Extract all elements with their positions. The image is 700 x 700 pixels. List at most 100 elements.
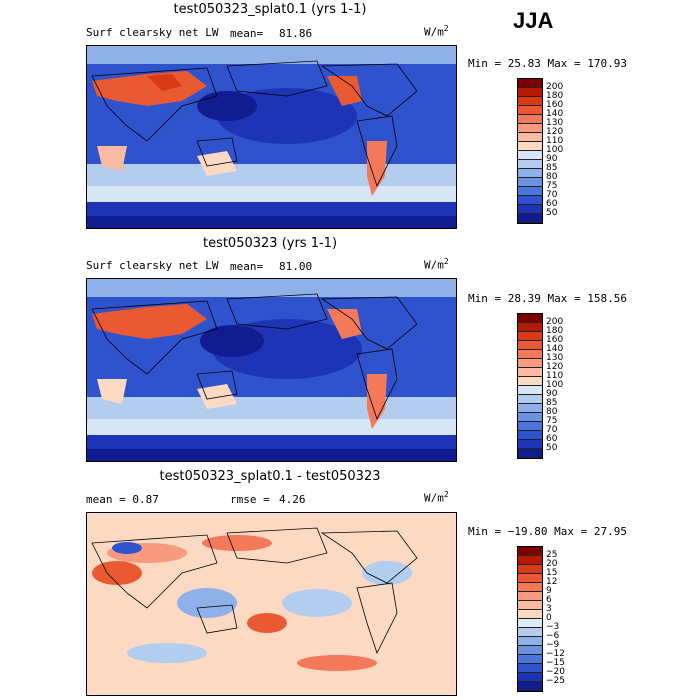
colorbar-tick-label: 20 [546,559,558,569]
antarctic-deep [87,449,456,461]
colorbar-swatch [518,151,542,160]
panel-3-mean-label: mean = 0.87 [86,493,159,506]
colorbar-tick-label: 110 [546,371,564,381]
colorbar-tick-label: 6 [546,595,552,605]
diff-warm-4 [247,613,287,633]
aus-pale [197,151,237,176]
panel-2-variable-label: Surf clearsky net LW [86,259,219,272]
nam-southwest-hot [327,309,362,339]
panel-2-minmax: Min = 28.39 Max = 158.56 [468,292,627,305]
colorbar-tick-label: 85 [546,398,558,408]
colorbar-tick-label: 180 [546,91,564,101]
diff-warm-5 [297,655,377,671]
colorbar-swatch [518,440,542,449]
coastlines [91,527,418,655]
panel-2-map-svg [87,279,456,461]
diff-warm-2 [202,535,272,551]
colorbar-tick-label: 90 [546,154,558,164]
sahara-core [147,74,182,91]
colorbar-tick-label: 3 [546,604,552,614]
colorbar-swatch [518,214,542,223]
panel-1-variable-label: Surf clearsky net LW [86,26,219,39]
panel-2-mean-value: 81.00 [279,260,313,273]
panel-2-map [86,278,457,462]
colorbar-tick-label: 50 [546,443,558,453]
colorbar-swatch [518,637,542,646]
andes-hot [367,374,387,429]
colorbar-tick-label: 120 [546,362,564,372]
panel-3-minmax: Min = −19.80 Max = 27.95 [468,525,627,538]
arctic-band [87,279,456,297]
colorbar-swatch [518,359,542,368]
colorbar-swatch [518,655,542,664]
panel-1-map-svg [87,46,456,228]
colorbar-swatch [518,323,542,332]
panel-2-mean-label: mean= [230,260,264,273]
diff-cool-3 [177,588,237,618]
colorbar-tick-label: 140 [546,109,564,119]
southern-pale-band [87,186,456,202]
colorbar-tick-label: −6 [546,631,560,641]
colorbar-swatch [518,377,542,386]
colorbar-swatch [518,601,542,610]
panel-2-title: test050323 (yrs 1-1) [202,236,338,251]
colorbar-swatch [518,106,542,115]
panel-3-rmse-value: 4.26 [279,493,306,506]
south-atlantic-pale [97,146,127,171]
sahara-hot [92,304,207,339]
nam-southwest-hot [327,76,362,106]
diff-cool-5 [127,643,207,663]
colorbar-swatch [518,115,542,124]
colorbar-tick-label: 180 [546,326,564,336]
colorbar-swatch [518,124,542,133]
colorbar-tick-label: 200 [546,317,564,327]
colorbar-tick-label: 120 [546,127,564,137]
indian-deep [197,91,257,121]
antarctic-deep [87,216,456,228]
season-label: JJA [513,8,554,33]
colorbar-tick-label: 15 [546,568,558,578]
indian-deep [200,325,264,357]
colorbar-tick-label: 9 [546,586,552,596]
panel-1-units: W/m2 [424,24,449,39]
colorbar-tick-label: 80 [546,407,558,417]
colorbar-tick-label: −25 [546,676,565,686]
colorbar-swatch [518,682,542,691]
panel-3-title: test050323_splat0.1 - test050323 [159,469,381,484]
colorbar-tick-label: 0 [546,613,552,623]
colorbar-tick-label: 160 [546,335,564,345]
colorbar-swatch [518,350,542,359]
colorbar-swatch [518,160,542,169]
colorbar-tick-label: −20 [546,667,565,677]
colorbar-swatch [518,196,542,205]
panel-1-map [86,45,457,229]
colorbar-tick-label: −15 [546,658,565,668]
colorbar-swatch [518,133,542,142]
colorbar-swatch [518,547,542,556]
colorbar-tick-label: 75 [546,181,558,191]
colorbar-tick-label: 60 [546,434,558,444]
colorbar-swatch [518,413,542,422]
colorbar-swatch [518,169,542,178]
panel-3-colorbar-ticks: 25 20 15 12 9 6 3 0 −3 −6 −9 −12 −15 −20 −25 [546,551,565,686]
colorbar-tick-label: 75 [546,416,558,426]
colorbar-swatch [518,314,542,323]
panel-1-mean-value: 81.86 [279,27,313,40]
colorbar-tick-label: 140 [546,344,564,354]
panel-3-rmse-label: rmse = [230,493,270,506]
colorbar-tick-label: −9 [546,640,560,650]
colorbar-swatch [518,79,542,88]
coastlines [91,293,418,421]
panel-1-colorbar-ticks: 200 180 160 140 130 120 110 100 90 85 80 75 70 60 50 [546,83,563,218]
diff-cool-4 [282,589,352,617]
colorbar-swatch [518,583,542,592]
colorbar-tick-label: 80 [546,172,558,182]
andes-hot [367,141,387,196]
colorbar-swatch [518,664,542,673]
colorbar-tick-label: 100 [546,145,564,155]
panel-1-colorbar [517,78,543,224]
panel-3-colorbar [517,546,543,692]
aus-pale [197,384,237,409]
colorbar-swatch [518,404,542,413]
colorbar-tick-label: 25 [546,550,558,560]
